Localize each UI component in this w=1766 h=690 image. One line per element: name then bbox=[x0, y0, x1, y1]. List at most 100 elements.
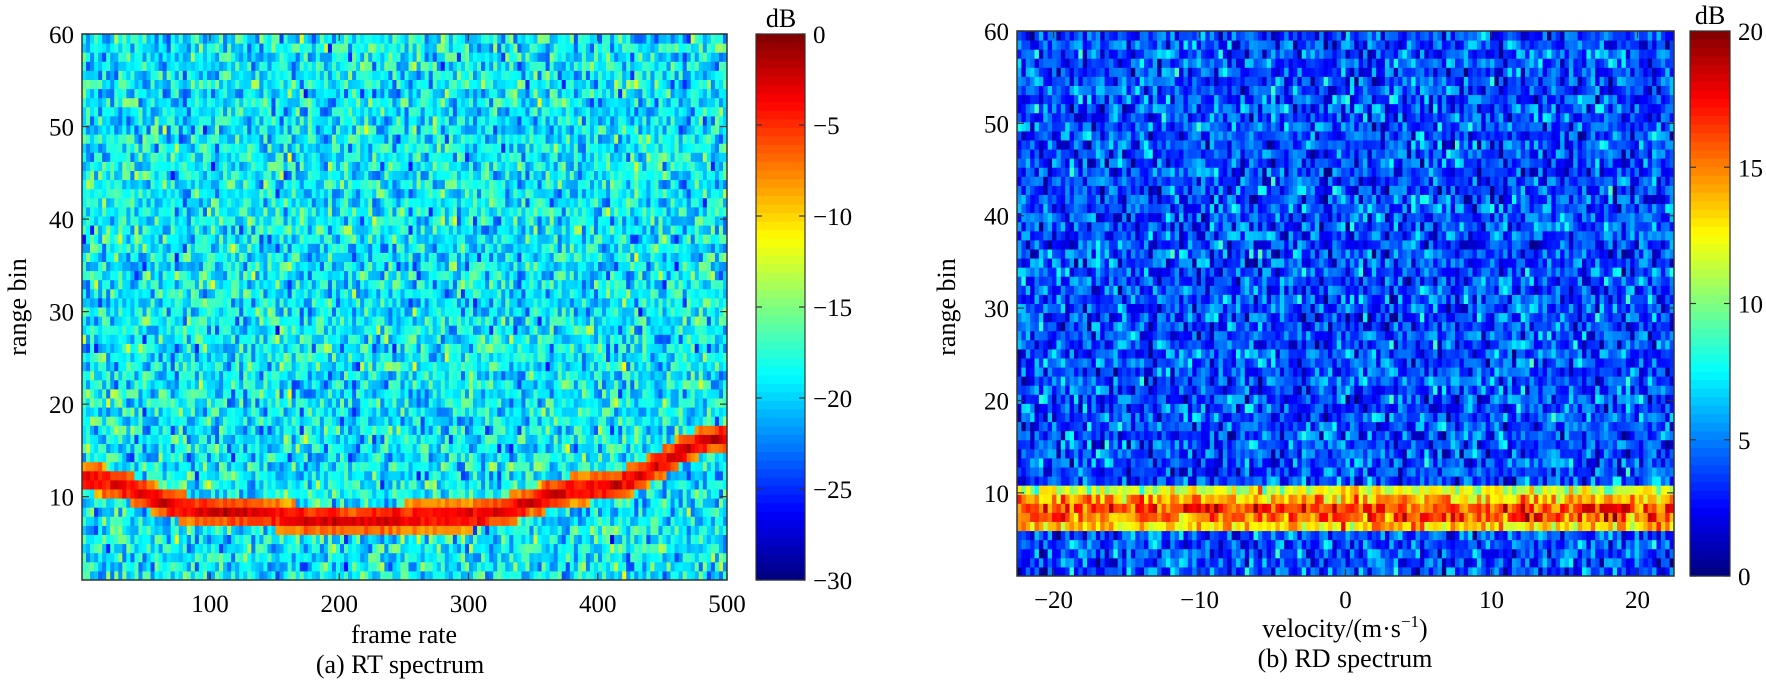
heatmap-cell bbox=[303, 325, 309, 335]
heatmap-cell bbox=[348, 352, 353, 363]
heatmap-cell bbox=[174, 534, 180, 545]
heatmap-cell bbox=[259, 79, 264, 90]
heatmap-cell bbox=[275, 225, 281, 235]
heatmap-cell bbox=[186, 88, 192, 99]
heatmap-cell bbox=[118, 443, 123, 454]
heatmap-cell bbox=[255, 316, 260, 326]
heatmap-cell bbox=[130, 270, 135, 281]
heatmap-cell bbox=[243, 516, 248, 526]
heatmap-cell bbox=[323, 52, 329, 62]
heatmap-cell bbox=[174, 106, 180, 117]
heatmap-cell bbox=[90, 115, 95, 126]
heatmap-cell bbox=[303, 307, 309, 317]
heatmap-cell bbox=[102, 516, 107, 526]
heatmap-cell bbox=[368, 388, 373, 399]
heatmap-cell bbox=[194, 34, 200, 44]
heatmap-cell bbox=[194, 61, 200, 71]
heatmap-cell bbox=[283, 552, 289, 563]
heatmap-cell bbox=[259, 461, 264, 472]
heatmap-cell bbox=[186, 279, 192, 290]
heatmap-cell bbox=[259, 134, 264, 144]
heatmap-cell bbox=[315, 498, 321, 508]
heatmap-cell bbox=[388, 206, 393, 217]
heatmap-cell bbox=[368, 225, 373, 235]
heatmap-cell bbox=[219, 79, 224, 90]
heatmap-cell bbox=[130, 570, 135, 581]
heatmap-cell bbox=[348, 343, 353, 353]
heatmap-cell bbox=[138, 52, 143, 62]
heatmap-cell bbox=[323, 443, 329, 454]
heatmap-cell bbox=[352, 425, 357, 435]
heatmap-cell bbox=[162, 170, 168, 181]
heatmap-cell bbox=[275, 206, 281, 217]
heatmap-cell bbox=[134, 443, 139, 454]
heatmap-cell bbox=[251, 152, 256, 162]
heatmap-cell bbox=[154, 152, 160, 162]
heatmap-cell bbox=[331, 225, 337, 235]
heatmap-cell bbox=[138, 507, 143, 517]
heatmap-cell bbox=[388, 97, 393, 108]
heatmap-cell bbox=[340, 489, 345, 499]
heatmap-cell bbox=[247, 261, 252, 272]
heatmap-cell bbox=[356, 225, 361, 235]
heatmap-cell bbox=[307, 352, 313, 363]
heatmap-cell bbox=[194, 234, 200, 244]
heatmap-cell bbox=[307, 43, 313, 53]
heatmap-cell bbox=[206, 52, 212, 62]
heatmap-cell bbox=[360, 179, 365, 190]
heatmap-cell bbox=[263, 416, 268, 426]
heatmap-cell bbox=[146, 507, 152, 517]
heatmap-cell bbox=[114, 152, 119, 162]
heatmap-cell bbox=[138, 125, 143, 135]
heatmap-cell bbox=[344, 88, 349, 99]
heatmap-cell bbox=[279, 361, 285, 372]
heatmap-cell bbox=[86, 489, 91, 499]
heatmap-cell bbox=[126, 370, 131, 381]
heatmap-cell bbox=[110, 225, 115, 235]
heatmap-cell bbox=[303, 425, 309, 435]
heatmap-cell bbox=[206, 388, 212, 399]
heatmap-cell bbox=[323, 197, 329, 208]
heatmap-cell bbox=[134, 516, 139, 526]
heatmap-cell bbox=[190, 461, 196, 472]
heatmap-cell bbox=[356, 452, 361, 463]
heatmap-cell bbox=[134, 261, 139, 272]
heatmap-cell bbox=[219, 61, 224, 71]
heatmap-cell bbox=[247, 352, 252, 363]
heatmap-cell bbox=[202, 143, 208, 153]
heatmap-cell bbox=[303, 570, 309, 581]
heatmap-cell bbox=[122, 188, 127, 199]
heatmap-cell bbox=[400, 452, 405, 463]
heatmap-cell bbox=[231, 552, 236, 563]
heatmap-cell bbox=[360, 489, 365, 499]
heatmap-cell bbox=[263, 115, 268, 126]
heatmap-cell bbox=[303, 225, 309, 235]
heatmap-cell bbox=[158, 489, 164, 499]
heatmap-cell bbox=[356, 434, 361, 444]
heatmap-cell bbox=[211, 197, 216, 208]
heatmap-cell bbox=[368, 470, 373, 481]
heatmap-cell bbox=[311, 452, 317, 463]
heatmap-cell bbox=[211, 307, 216, 317]
heatmap-cell bbox=[235, 507, 240, 517]
heatmap-cell bbox=[348, 325, 353, 335]
heatmap-cell bbox=[335, 97, 341, 108]
heatmap-cell bbox=[291, 243, 297, 253]
heatmap-cell bbox=[154, 97, 160, 108]
heatmap-cell bbox=[110, 52, 115, 62]
heatmap-cell bbox=[259, 316, 264, 326]
heatmap-cell bbox=[360, 197, 365, 208]
heatmap-cell bbox=[368, 52, 373, 62]
heatmap-cell bbox=[110, 325, 115, 335]
heatmap-cell bbox=[344, 97, 349, 108]
heatmap-cell bbox=[138, 516, 143, 526]
heatmap-cell bbox=[412, 461, 418, 472]
heatmap-cell bbox=[340, 88, 345, 99]
heatmap-cell bbox=[170, 543, 176, 554]
heatmap-cell bbox=[408, 507, 414, 517]
heatmap-cell bbox=[170, 243, 176, 253]
heatmap-cell bbox=[344, 361, 349, 372]
heatmap-cell bbox=[404, 188, 410, 199]
heatmap-cell bbox=[267, 570, 272, 581]
heatmap-cell bbox=[376, 225, 381, 235]
